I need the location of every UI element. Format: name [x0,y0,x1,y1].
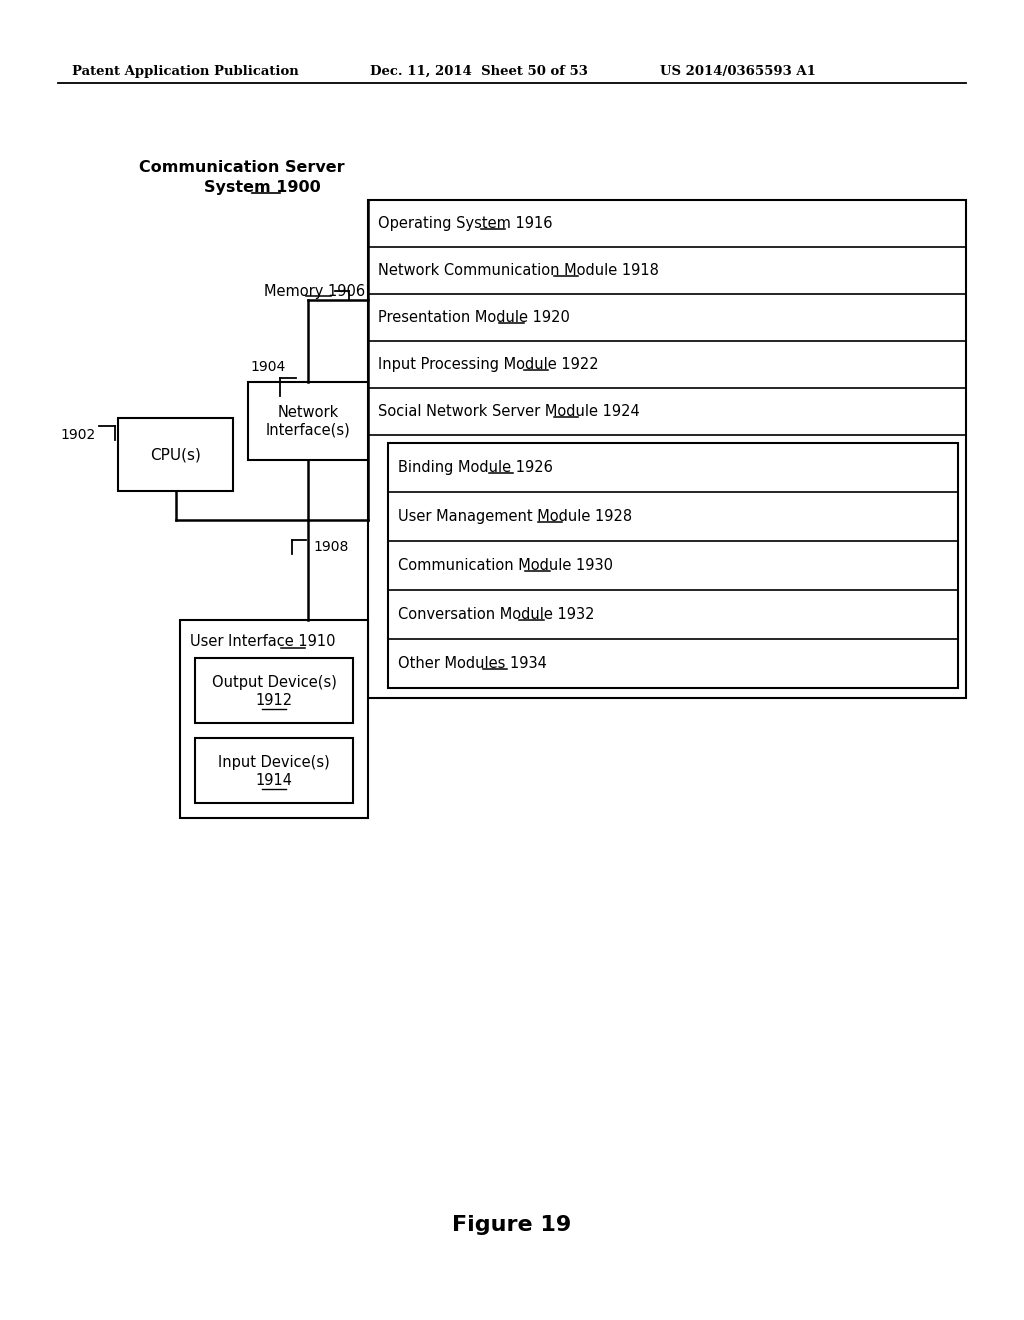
Text: Input Device(s): Input Device(s) [218,755,330,770]
Text: Presentation Module 1920: Presentation Module 1920 [378,310,570,325]
Text: User Interface 1910: User Interface 1910 [190,635,336,649]
Text: 1914: 1914 [256,774,293,788]
Text: Output Device(s): Output Device(s) [212,675,337,690]
Text: Communication Module 1930: Communication Module 1930 [398,558,613,573]
Bar [195,738,353,803]
Text: 1902: 1902 [60,428,96,442]
Text: Network
Interface(s): Network Interface(s) [265,405,350,437]
Text: Social Network Server Module 1924: Social Network Server Module 1924 [378,404,640,418]
Text: Patent Application Publication: Patent Application Publication [72,65,299,78]
Text: US 2014/0365593 A1: US 2014/0365593 A1 [660,65,816,78]
Text: 1912: 1912 [255,693,293,708]
Text: Conversation Module 1932: Conversation Module 1932 [398,607,595,622]
Text: Memory 1906: Memory 1906 [264,284,366,300]
Text: Binding Module 1926: Binding Module 1926 [398,459,553,475]
Text: User Management Module 1928: User Management Module 1928 [398,510,632,524]
Bar [118,418,233,491]
Text: Figure 19: Figure 19 [453,1214,571,1236]
Bar [368,201,966,698]
Bar [388,444,958,688]
Text: CPU(s): CPU(s) [151,447,201,462]
Text: Other Modules 1934: Other Modules 1934 [398,656,547,671]
Text: Input Processing Module 1922: Input Processing Module 1922 [378,356,599,372]
Text: Network Communication Module 1918: Network Communication Module 1918 [378,263,658,279]
Text: 1908: 1908 [313,540,348,554]
Bar [195,657,353,723]
Text: 1904: 1904 [250,360,286,374]
Bar [248,381,368,459]
Text: System 1900: System 1900 [204,180,321,195]
Text: Dec. 11, 2014  Sheet 50 of 53: Dec. 11, 2014 Sheet 50 of 53 [370,65,588,78]
Bar [180,620,368,818]
Text: Operating System 1916: Operating System 1916 [378,216,553,231]
Text: Communication Server: Communication Server [139,160,345,176]
